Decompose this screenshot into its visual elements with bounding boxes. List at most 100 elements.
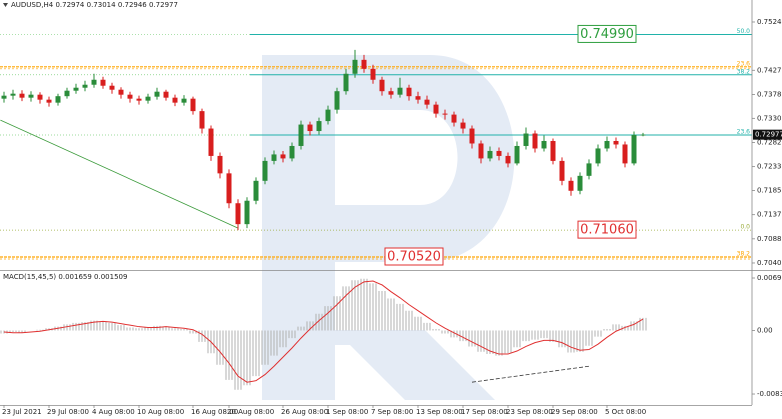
candle-body bbox=[406, 87, 412, 97]
level-label: 38.2 bbox=[737, 251, 751, 258]
candle-body bbox=[550, 140, 556, 161]
candle-body bbox=[442, 113, 448, 115]
candle-body bbox=[640, 134, 646, 136]
candle-body bbox=[64, 90, 70, 97]
candle-body bbox=[253, 180, 259, 201]
y-tick-label: 0.73305 bbox=[757, 114, 782, 122]
candle-body bbox=[604, 140, 610, 149]
candle-body bbox=[622, 144, 628, 164]
candle-body bbox=[118, 89, 124, 95]
candle-body bbox=[19, 93, 25, 98]
candle-body bbox=[181, 98, 187, 103]
x-tick-label: 26 Aug 08:00 bbox=[281, 408, 328, 416]
x-tick-label: 29 Jul 08:00 bbox=[47, 408, 89, 416]
x-tick-label: 17 Sep 08:00 bbox=[461, 408, 508, 416]
candle-body bbox=[46, 99, 52, 103]
candle-body bbox=[379, 79, 385, 92]
header: AUDUSD,H4 0.72974 0.73014 0.72946 0.7297… bbox=[11, 1, 178, 9]
candle-body bbox=[262, 160, 268, 181]
candle-body bbox=[325, 109, 331, 122]
candle-body bbox=[478, 143, 484, 159]
level-label: 50.0 bbox=[737, 28, 751, 35]
candle-body bbox=[370, 68, 376, 80]
high: 0.73014 bbox=[87, 1, 116, 9]
candle-body bbox=[298, 124, 304, 146]
x-tick-label: 20 Aug 08:00 bbox=[227, 408, 274, 416]
y-tick-label: 0.71855 bbox=[757, 187, 782, 195]
candle-body bbox=[433, 104, 439, 114]
open: 0.72974 bbox=[55, 1, 84, 9]
x-tick-label: 29 Sep 08:00 bbox=[551, 408, 598, 416]
candle-body bbox=[586, 163, 592, 176]
level-label: 23.6 bbox=[737, 129, 751, 136]
candle-body bbox=[217, 155, 223, 174]
candle-body bbox=[424, 99, 430, 105]
candle-body bbox=[127, 94, 133, 99]
candle-body bbox=[73, 87, 79, 91]
level-label: 0.0 bbox=[740, 224, 750, 231]
x-tick-label: 1 Sep 08:00 bbox=[326, 408, 368, 416]
candle-body bbox=[91, 79, 97, 85]
candle-body bbox=[172, 97, 178, 103]
candle-body bbox=[145, 96, 151, 101]
y-tick-label: 0.00 bbox=[757, 326, 773, 334]
candle-body bbox=[388, 91, 394, 95]
macd-value: 0.001659 bbox=[58, 273, 91, 281]
price-box-label: 0.71060 bbox=[580, 223, 634, 238]
candle-body bbox=[316, 121, 322, 132]
x-tick-label: 23 Sep 08:00 bbox=[506, 408, 553, 416]
level-label: 23.6 bbox=[737, 60, 751, 67]
candle-body bbox=[136, 98, 142, 101]
candle-body bbox=[469, 128, 475, 144]
candle-body bbox=[208, 128, 214, 156]
candle-body bbox=[199, 111, 205, 129]
x-tick-label: 23 Jul 2021 bbox=[2, 408, 42, 416]
candle-body bbox=[631, 135, 637, 164]
x-tick-label: 7 Sep 08:00 bbox=[371, 408, 413, 416]
x-tick-label: 4 Aug 08:00 bbox=[92, 408, 135, 416]
y-tick-label: 0.72335 bbox=[757, 163, 782, 171]
price-box-label: 0.74990 bbox=[580, 27, 634, 42]
signal-value: 0.001509 bbox=[94, 273, 127, 281]
candle-body bbox=[595, 148, 601, 164]
candle-body bbox=[190, 98, 196, 112]
candle-body bbox=[532, 133, 538, 149]
candle-body bbox=[100, 79, 106, 86]
candle-body bbox=[280, 154, 286, 159]
candle-body bbox=[487, 150, 493, 159]
candle-body bbox=[496, 150, 502, 156]
candle-body bbox=[28, 94, 34, 98]
candle-body bbox=[451, 114, 457, 123]
candle-body bbox=[415, 96, 421, 100]
candle-body bbox=[163, 91, 169, 98]
candle-body bbox=[343, 73, 349, 92]
candle-body bbox=[10, 93, 16, 96]
close: 0.72977 bbox=[149, 1, 178, 9]
price-box bbox=[384, 247, 444, 266]
low: 0.72946 bbox=[118, 1, 147, 9]
candle-body bbox=[109, 85, 115, 90]
candle-body bbox=[235, 203, 241, 225]
candle-body bbox=[154, 91, 160, 97]
candle-body bbox=[397, 87, 403, 95]
candle-body bbox=[505, 155, 511, 164]
symbol: AUDUSD,H4 bbox=[11, 1, 54, 9]
candle-body bbox=[1, 95, 7, 99]
current-price-box bbox=[753, 129, 782, 140]
candle-body bbox=[55, 96, 61, 103]
candle-body bbox=[577, 175, 583, 191]
macd-header: MACD(15,45,5) 0.001659 0.001509 bbox=[3, 273, 127, 281]
menu-arrow[interactable] bbox=[3, 3, 8, 7]
candle-body bbox=[568, 180, 574, 191]
y-tick-label: 0.70400 bbox=[757, 259, 782, 267]
x-tick-label: 5 Oct 08:00 bbox=[605, 408, 646, 416]
candle-body bbox=[82, 84, 88, 88]
candle-body bbox=[460, 122, 466, 129]
candle-body bbox=[361, 59, 367, 69]
trendline bbox=[471, 365, 590, 383]
candle-body bbox=[244, 200, 250, 225]
